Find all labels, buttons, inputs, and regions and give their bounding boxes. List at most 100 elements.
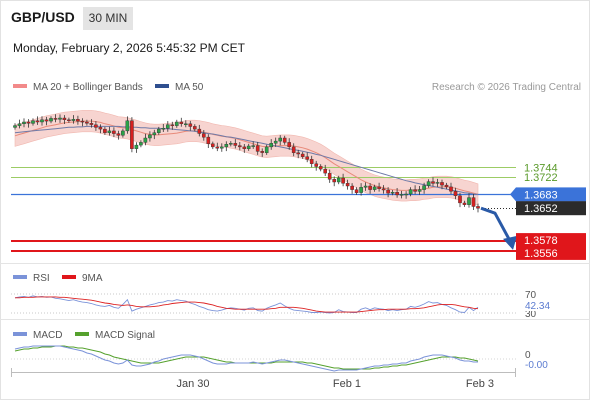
candle-body bbox=[85, 121, 89, 124]
candlesticks bbox=[13, 114, 480, 213]
candle-body bbox=[17, 123, 22, 126]
candle-body bbox=[318, 166, 323, 170]
candle-body bbox=[363, 185, 368, 188]
support-label: 1.3578 bbox=[524, 235, 558, 247]
candle-body bbox=[323, 168, 328, 174]
candle-body bbox=[435, 182, 440, 184]
candle-body bbox=[278, 137, 283, 142]
candle-body bbox=[67, 119, 71, 122]
rsi-legend-label: RSI bbox=[33, 273, 50, 284]
candle-body bbox=[219, 146, 224, 149]
candle-body bbox=[453, 191, 458, 196]
candle-body bbox=[413, 189, 417, 192]
datetime-label: Monday, February 2, 2026 5:45:32 PM CET bbox=[13, 41, 245, 55]
macd-lines bbox=[14, 345, 479, 372]
candle-body bbox=[255, 145, 260, 152]
moving-averages bbox=[14, 120, 479, 195]
candle-body bbox=[58, 117, 62, 120]
candle-body bbox=[112, 130, 116, 134]
candle-body bbox=[444, 184, 449, 188]
rsi-legend-swatch bbox=[13, 275, 27, 279]
rsi-ma-legend-label: 9MA bbox=[82, 273, 103, 284]
candle-body bbox=[188, 123, 193, 127]
candle-body bbox=[242, 146, 247, 149]
candle-body bbox=[206, 136, 211, 145]
macd-signal-legend-swatch bbox=[75, 332, 89, 336]
candle-body bbox=[94, 124, 98, 128]
candle-body bbox=[165, 124, 170, 129]
candle-body bbox=[125, 120, 130, 132]
candle-body bbox=[179, 121, 184, 124]
candle-body bbox=[300, 153, 305, 157]
candle-body bbox=[89, 123, 94, 125]
candle-body bbox=[287, 142, 292, 147]
candle-body bbox=[390, 191, 395, 194]
candle-body bbox=[170, 124, 175, 126]
macd-legend-label: MACD bbox=[33, 330, 62, 341]
candle-body bbox=[417, 189, 422, 192]
candle-body bbox=[269, 143, 274, 148]
candle-body bbox=[116, 133, 121, 136]
rsi-line bbox=[14, 295, 479, 314]
candle-body bbox=[49, 118, 53, 122]
macd-signal-line bbox=[14, 345, 479, 370]
rsi-30-label: 30 bbox=[525, 309, 537, 320]
candle-body bbox=[139, 142, 143, 146]
timeframe-button[interactable]: 30 MIN bbox=[83, 7, 133, 30]
candle-body bbox=[471, 197, 476, 207]
resistance-label: 1.3744 bbox=[524, 162, 558, 174]
forecast-arrow bbox=[480, 206, 517, 250]
candle-body bbox=[368, 185, 372, 190]
candle-body bbox=[408, 189, 413, 195]
candle-body bbox=[282, 137, 287, 143]
candle-body bbox=[31, 120, 35, 124]
candle-body bbox=[251, 145, 256, 147]
candle-body bbox=[273, 140, 278, 144]
candle-body bbox=[152, 132, 157, 136]
rsi-ma-line bbox=[15, 296, 479, 313]
candle-body bbox=[462, 202, 467, 205]
ma50-line bbox=[14, 125, 479, 195]
candle-body bbox=[80, 120, 85, 123]
candle-body bbox=[197, 128, 202, 134]
candle-body bbox=[449, 186, 453, 192]
candle-body bbox=[210, 143, 215, 148]
candle-body bbox=[103, 128, 107, 133]
candle-body bbox=[431, 181, 435, 184]
candle-body bbox=[174, 121, 179, 126]
candle-body bbox=[395, 191, 399, 196]
candle-body bbox=[22, 121, 26, 124]
candle-body bbox=[386, 189, 390, 194]
candle-body bbox=[13, 125, 17, 128]
ma50-legend-label: MA 50 bbox=[175, 82, 204, 93]
pivot-label-bg bbox=[516, 187, 586, 202]
candle-body bbox=[40, 119, 44, 123]
key-levels bbox=[11, 167, 516, 252]
candle-body bbox=[76, 119, 80, 122]
candle-body bbox=[130, 120, 134, 149]
candle-body bbox=[260, 151, 265, 153]
candle-body bbox=[422, 185, 426, 190]
candle-body bbox=[201, 133, 206, 138]
ma20-legend-label: MA 20 + Bollinger Bands bbox=[33, 82, 143, 93]
candle-body bbox=[215, 146, 220, 149]
candle-body bbox=[309, 159, 314, 164]
candle-body bbox=[476, 206, 480, 209]
candle-body bbox=[264, 146, 269, 153]
macd-value-label: -0.00 bbox=[525, 360, 548, 371]
rsi-value-label: 42.34 bbox=[525, 301, 550, 312]
last-price-label: 1.3652 bbox=[524, 203, 558, 215]
candle-body bbox=[332, 179, 337, 183]
candle-body bbox=[26, 121, 31, 124]
candle-body bbox=[143, 137, 148, 143]
candle-body bbox=[336, 177, 341, 183]
rsi-lines bbox=[14, 295, 479, 314]
candle-body bbox=[35, 120, 40, 123]
candle-body bbox=[372, 186, 377, 190]
last-price-label-bg bbox=[516, 201, 586, 216]
bollinger-band-area bbox=[14, 110, 479, 206]
candle-body bbox=[359, 187, 363, 193]
candle-body bbox=[467, 197, 471, 205]
